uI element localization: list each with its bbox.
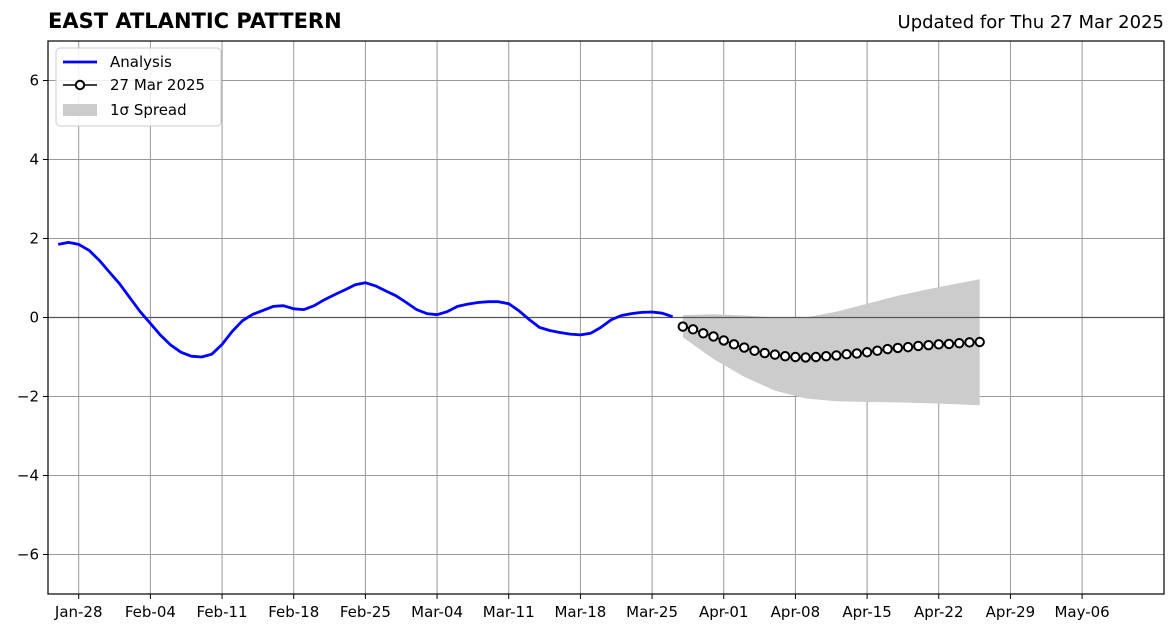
x-tick-label: Apr-22 xyxy=(914,603,964,621)
forecast-point xyxy=(913,340,924,352)
forecast-point xyxy=(882,343,893,355)
forecast-point xyxy=(810,351,822,363)
forecast-point xyxy=(790,351,801,363)
legend-label: 27 Mar 2025 xyxy=(110,76,205,94)
forecast-point xyxy=(698,328,709,339)
forecast-point xyxy=(820,351,832,362)
forecast-point xyxy=(800,352,811,363)
forecast-point xyxy=(841,349,852,360)
y-tick-label: −4 xyxy=(17,467,39,485)
legend-spread-swatch xyxy=(63,104,97,116)
forecast-point xyxy=(769,349,781,360)
legend-label: 1σ Spread xyxy=(110,101,187,119)
forecast-point xyxy=(708,331,719,342)
forecast-point xyxy=(923,339,934,351)
legend-forecast-marker xyxy=(74,79,86,91)
legend: Analysis 27 Mar 2025 1σ Spread xyxy=(55,47,222,127)
forecast-point xyxy=(687,324,699,335)
forecast-point xyxy=(933,339,944,350)
x-tick-label: May-06 xyxy=(1054,603,1109,621)
x-tick-label: Feb-25 xyxy=(340,603,391,621)
y-tick-label: −6 xyxy=(17,546,39,564)
forecast-point xyxy=(677,321,688,332)
spread-layer xyxy=(682,279,980,406)
x-tick-label: Apr-15 xyxy=(842,603,892,621)
x-tick-label: Apr-08 xyxy=(771,603,821,621)
x-tick-label: Feb-11 xyxy=(197,603,248,621)
forecast-point xyxy=(892,342,903,354)
y-tick-label: 6 xyxy=(29,72,39,90)
forecast-point xyxy=(718,335,729,346)
analysis-line xyxy=(57,240,674,359)
legend-label: Analysis xyxy=(110,53,172,71)
forecast-point xyxy=(749,345,760,356)
forecast-point xyxy=(964,337,975,348)
x-tick-label: Mar-11 xyxy=(483,603,535,621)
forecast-point xyxy=(728,339,740,350)
x-tick-label: Mar-04 xyxy=(411,603,463,621)
x-tick-label: Apr-29 xyxy=(986,603,1036,621)
forecast-point xyxy=(861,347,873,358)
forecast-point xyxy=(872,345,883,356)
x-tick-label: Apr-01 xyxy=(699,603,749,621)
y-tick-label: 2 xyxy=(29,230,39,248)
forecast-point xyxy=(831,350,842,361)
spread-band xyxy=(682,279,980,406)
y-tick-label: −2 xyxy=(17,388,39,406)
x-tick-label: Mar-18 xyxy=(554,603,606,621)
x-tick-label: Feb-04 xyxy=(125,603,176,621)
y-tick-label: 0 xyxy=(29,309,39,327)
chart-subtitle: Updated for Thu 27 Mar 2025 xyxy=(897,12,1164,33)
forecast-point xyxy=(902,341,914,353)
forecast-point xyxy=(943,338,955,350)
forecast-point xyxy=(779,351,791,362)
series-layer xyxy=(57,240,985,363)
forecast-point xyxy=(954,337,965,349)
forecast-point xyxy=(759,347,770,359)
axes-layer: Jan-28 Feb-04 Feb-11 Feb-18 Feb-25 Mar-04 Mar-… xyxy=(17,40,1165,621)
forecast-point xyxy=(974,336,985,348)
chart-title: EAST ATLANTIC PATTERN xyxy=(48,9,342,33)
x-tick-label: Mar-25 xyxy=(626,603,678,621)
forecast-point xyxy=(851,348,863,359)
x-tick-label: Jan-28 xyxy=(54,603,103,621)
legend-box xyxy=(55,47,222,127)
forecast-point xyxy=(739,342,750,353)
y-tick-label: 4 xyxy=(29,151,39,169)
x-tick-label: Feb-18 xyxy=(268,603,319,621)
